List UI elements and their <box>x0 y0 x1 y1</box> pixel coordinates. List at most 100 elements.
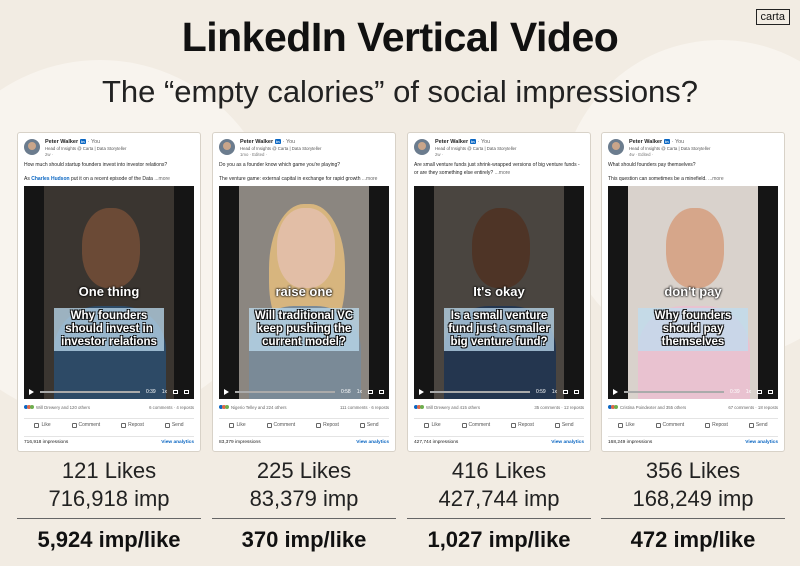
author-name[interactable]: Peter Walker <box>45 139 79 145</box>
view-analytics[interactable]: View analytics <box>356 440 389 445</box>
captions-button[interactable] <box>368 390 373 394</box>
play-button[interactable] <box>613 389 618 395</box>
action-button[interactable]: Comment <box>71 422 100 428</box>
view-analytics[interactable]: View analytics <box>551 440 584 445</box>
action-label: Like <box>236 422 246 428</box>
you-label: · You <box>87 139 101 145</box>
reactions-text: Will Drewery and 415 others <box>426 405 480 410</box>
post-card: Peter Walker in · You Head of Insights @ Ca… <box>17 132 201 452</box>
action-label: Repost <box>712 422 728 428</box>
post-time: 4w · Edited · <box>629 152 654 157</box>
play-button[interactable] <box>224 389 229 395</box>
action-label: Comment <box>468 422 491 428</box>
fullscreen-button[interactable] <box>379 390 384 394</box>
progress-bar[interactable] <box>624 391 724 393</box>
text: Do you as a founder know which game you'… <box>219 162 341 168</box>
mention[interactable]: Charles Hudson <box>31 175 70 182</box>
action-label: Like <box>625 422 635 428</box>
reaction-icon <box>27 405 31 409</box>
author-name[interactable]: Peter Walker <box>435 139 469 145</box>
video-player[interactable]: It's okay Is a small venture fund just a … <box>414 186 584 399</box>
see-more[interactable]: ...more <box>154 175 170 182</box>
progress-bar[interactable] <box>235 391 335 393</box>
impressions-row: 83,379 impressions View analytics <box>219 436 389 445</box>
linkedin-badge: in <box>275 139 281 145</box>
action-button[interactable]: Repost <box>316 422 339 428</box>
captions-button[interactable] <box>173 390 178 394</box>
paragraph: As Charles Hudson put it on a recent epi… <box>24 176 194 184</box>
video-player[interactable]: raise one Will traditional VC keep pushin… <box>219 186 389 399</box>
play-button[interactable] <box>29 389 34 395</box>
duration: 0:39 <box>729 389 740 395</box>
speed-button[interactable]: 1x <box>356 389 362 395</box>
action-button[interactable]: Like <box>34 422 51 428</box>
reactions[interactable]: Cristina Poindexter and 355 others <box>608 405 686 410</box>
see-more[interactable]: ...more <box>361 175 378 182</box>
text: Are small venture funds just shrink-wrap… <box>414 162 580 176</box>
action-button[interactable]: Comment <box>655 422 684 428</box>
paragraph: Do you as a founder know which game you'… <box>219 162 389 170</box>
reactions[interactable]: Nigerio Telley and 224 others <box>219 405 287 410</box>
action-label: Send <box>171 422 184 428</box>
social-counts: Nigerio Telley and 224 others 111 comment… <box>219 405 389 410</box>
action-button[interactable]: Like <box>229 422 246 428</box>
engagement[interactable]: 6 comments · 4 reposts <box>149 405 194 410</box>
author-row: Peter Walker in · You <box>435 139 490 145</box>
action-bar: Like Comment Repost Send <box>219 418 389 428</box>
post-time: 1mo · Edited · <box>240 152 267 157</box>
action-button[interactable]: Repost <box>705 422 728 428</box>
action-button[interactable]: Like <box>424 422 441 428</box>
fullscreen-button[interactable] <box>184 390 189 394</box>
author-name[interactable]: Peter Walker <box>240 139 274 145</box>
action-button[interactable]: Send <box>359 422 379 428</box>
fullscreen-button[interactable] <box>768 390 773 394</box>
speed-button[interactable]: 1x <box>551 389 557 395</box>
post-text: What should founders pay themselves? This… <box>608 162 778 189</box>
action-button[interactable]: Comment <box>266 422 295 428</box>
action-button[interactable]: Repost <box>121 422 144 428</box>
text: What should founders pay themselves? <box>608 162 696 168</box>
speed-button[interactable]: 1x <box>745 389 751 395</box>
video-player[interactable]: don't pay Why founders should pay themsel… <box>608 186 778 399</box>
video-caption: raise one <box>275 284 333 299</box>
engagement[interactable]: 35 comments · 12 reposts <box>534 405 584 410</box>
divider <box>212 518 396 519</box>
linkedin-badge: in <box>470 139 476 145</box>
likes-stat: 225 Likes <box>256 458 352 483</box>
avatar <box>608 139 624 155</box>
action-button[interactable]: Comment <box>461 422 491 428</box>
action-icon <box>511 422 517 428</box>
reactions-text: Will Drewery and 120 others <box>36 405 90 410</box>
view-analytics[interactable]: View analytics <box>745 440 778 445</box>
author-name[interactable]: Peter Walker <box>629 139 663 145</box>
action-button[interactable]: Send <box>164 422 184 428</box>
progress-bar[interactable] <box>40 391 140 393</box>
speed-button[interactable]: 1x <box>161 389 167 395</box>
social-counts: Cristina Poindexter and 355 others 67 com… <box>608 405 778 410</box>
post-card: Peter Walker in · You Head of Insights @ Ca… <box>212 132 396 452</box>
duration: 0:58 <box>340 389 351 395</box>
view-analytics[interactable]: View analytics <box>161 440 194 445</box>
captions-button[interactable] <box>757 390 762 394</box>
engagement[interactable]: 111 comments · 6 reposts <box>339 405 389 410</box>
see-more[interactable]: ...more <box>708 175 724 182</box>
you-label: · You <box>671 139 685 145</box>
author-headline: Head of Insights @ Carta | Data Storytel… <box>240 146 322 151</box>
action-button[interactable]: Send <box>554 422 574 428</box>
reactions[interactable]: Will Drewery and 120 others <box>24 405 90 410</box>
impressions-stat: 427,744 imp <box>438 486 560 511</box>
captions-button[interactable] <box>563 390 568 394</box>
action-button[interactable]: Send <box>748 422 768 428</box>
video-player[interactable]: One thing Why founders should invest in i… <box>24 186 194 399</box>
imp-per-like-stat: 1,027 imp/like <box>427 527 571 552</box>
action-button[interactable]: Like <box>618 422 635 428</box>
action-label: Repost <box>128 422 144 428</box>
divider <box>601 518 785 519</box>
see-more[interactable]: ...more <box>494 169 511 176</box>
engagement[interactable]: 67 comments · 18 reposts <box>728 405 778 410</box>
reactions[interactable]: Will Drewery and 415 others <box>414 405 480 410</box>
play-button[interactable] <box>419 389 424 395</box>
fullscreen-button[interactable] <box>574 390 579 394</box>
action-button[interactable]: Repost <box>511 422 534 428</box>
progress-bar[interactable] <box>430 391 530 393</box>
